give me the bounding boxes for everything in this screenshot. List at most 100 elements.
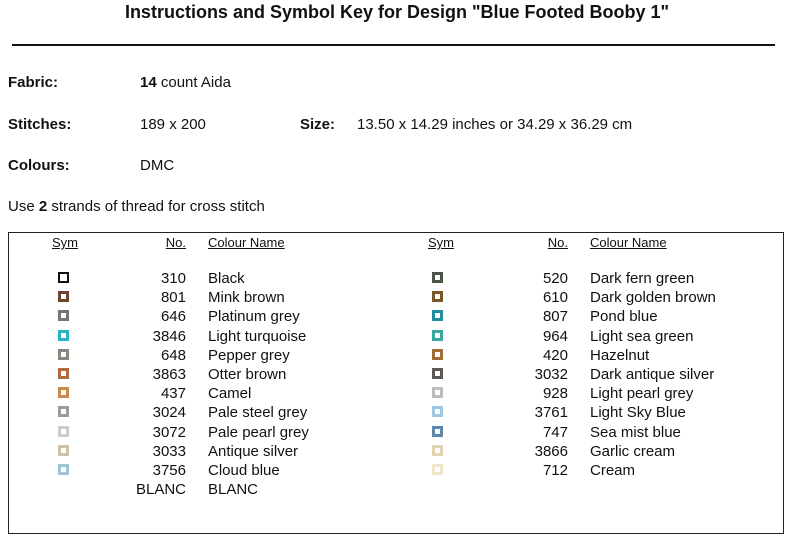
colour-name: Mink brown	[208, 289, 285, 307]
colour-name: Black	[208, 270, 245, 287]
symbol-glyph	[61, 409, 66, 415]
colour-name: Otter brown	[208, 366, 287, 383]
symbol-icon	[58, 444, 69, 456]
colour-number: 964	[542, 327, 568, 345]
symbol-glyph	[435, 313, 440, 319]
symbol-glyph	[61, 447, 66, 453]
strands-post: strands of thread for cross stitch	[51, 198, 265, 215]
colour-name: Dark fern green	[590, 270, 695, 287]
symbol-glyph	[435, 294, 440, 300]
header-colour-name: Colour Name	[208, 235, 285, 250]
colour-number: 648	[160, 346, 186, 364]
symbol-glyph	[435, 390, 440, 396]
colour-number: 3024	[152, 404, 186, 422]
colour-name: Light sea green	[590, 327, 694, 345]
colour-number: 646	[160, 308, 186, 326]
colour-number: 712	[542, 462, 568, 479]
colour-name: Sea mist blue	[590, 423, 681, 441]
symbol-glyph	[61, 467, 66, 472]
colour-name: Cloud blue	[208, 462, 280, 479]
colour-number: 928	[542, 385, 568, 403]
symbol-icon	[432, 329, 443, 341]
symbol-icon	[58, 406, 69, 418]
fabric-count: 14	[140, 74, 157, 91]
fabric-type: count Aida	[160, 74, 231, 91]
symbol-icon	[432, 310, 443, 322]
symbol-glyph	[435, 371, 440, 376]
colour-number: 310	[160, 270, 186, 287]
header-no: No.	[547, 235, 568, 250]
header-sym: Sym	[428, 235, 454, 250]
colour-name: Light Sky Blue	[590, 404, 686, 422]
symbol-icon	[58, 425, 69, 437]
stitches-label: Stitches:	[8, 116, 72, 133]
title-rule	[12, 44, 775, 46]
colour-number: 437	[160, 385, 186, 403]
symbol-icon	[58, 387, 69, 399]
symbol-glyph	[435, 332, 440, 338]
symbol-icon	[58, 329, 69, 341]
colour-name: Pale pearl grey	[208, 423, 309, 441]
colour-number: 3033	[152, 442, 186, 460]
colour-name: Platinum grey	[208, 308, 300, 326]
header-no: No.	[165, 235, 186, 250]
symbol-icon	[58, 464, 69, 475]
colour-number: 3761	[534, 404, 568, 422]
colour-number: 3032	[534, 366, 568, 383]
colours-label: Colours:	[8, 157, 70, 174]
symbol-glyph	[61, 294, 66, 300]
colour-number: 420	[542, 346, 568, 364]
colour-name: Garlic cream	[590, 442, 676, 460]
strands-pre: Use	[8, 198, 35, 215]
colour-name: Pond blue	[590, 308, 658, 326]
header-sym: Sym	[52, 235, 78, 250]
symbol-glyph	[435, 467, 440, 472]
colour-number: 610	[542, 289, 568, 307]
symbol-icon	[432, 291, 443, 303]
symbol-icon	[432, 406, 443, 418]
size-value: 13.50 x 14.29 inches or 34.29 x 36.29 cm	[357, 116, 633, 133]
symbol-icon	[58, 291, 69, 303]
stitches-value: 189 x 200	[140, 116, 206, 133]
symbol-icon	[432, 368, 443, 379]
header-colour-name: Colour Name	[590, 235, 667, 250]
symbol-glyph	[435, 275, 440, 280]
symbol-glyph	[435, 428, 440, 434]
colour-name: BLANC	[208, 481, 259, 499]
colour-number: 520	[542, 270, 568, 287]
symbol-glyph	[61, 332, 66, 338]
symbol-icon	[58, 348, 69, 360]
colour-name: Hazelnut	[590, 346, 650, 364]
title: Instructions and Symbol Key for Design "…	[124, 2, 670, 22]
colour-name: Pepper grey	[208, 346, 290, 364]
colour-number: 807	[542, 308, 568, 326]
symbol-glyph	[61, 390, 66, 396]
colour-name: Cream	[590, 462, 636, 479]
symbol-glyph	[61, 351, 66, 357]
symbol-icon	[432, 464, 443, 475]
symbol-icon	[432, 387, 443, 399]
symbol-icon	[432, 425, 443, 437]
symbol-glyph	[61, 313, 66, 319]
colour-number: 3072	[152, 423, 186, 441]
colour-name: Camel	[208, 385, 252, 403]
symbol-icon	[58, 310, 69, 322]
colour-number: 801	[160, 289, 186, 307]
colours-value: DMC	[140, 157, 175, 174]
colour-name: Dark antique silver	[590, 366, 715, 383]
colour-number: 3863	[152, 366, 186, 383]
fabric-label: Fabric:	[8, 74, 59, 91]
colour-number: BLANC	[135, 481, 186, 499]
colour-name: Pale steel grey	[208, 404, 308, 422]
colour-number: 3866	[534, 442, 568, 460]
size-label: Size:	[300, 116, 336, 133]
symbol-glyph	[61, 428, 66, 434]
symbol-icon	[58, 368, 69, 379]
symbol-glyph	[435, 409, 440, 415]
symbol-icon	[432, 348, 443, 360]
colour-number: 747	[542, 423, 568, 441]
symbol-glyph	[435, 351, 440, 357]
strands-count: 2	[38, 198, 48, 215]
symbol-icon	[58, 272, 69, 283]
